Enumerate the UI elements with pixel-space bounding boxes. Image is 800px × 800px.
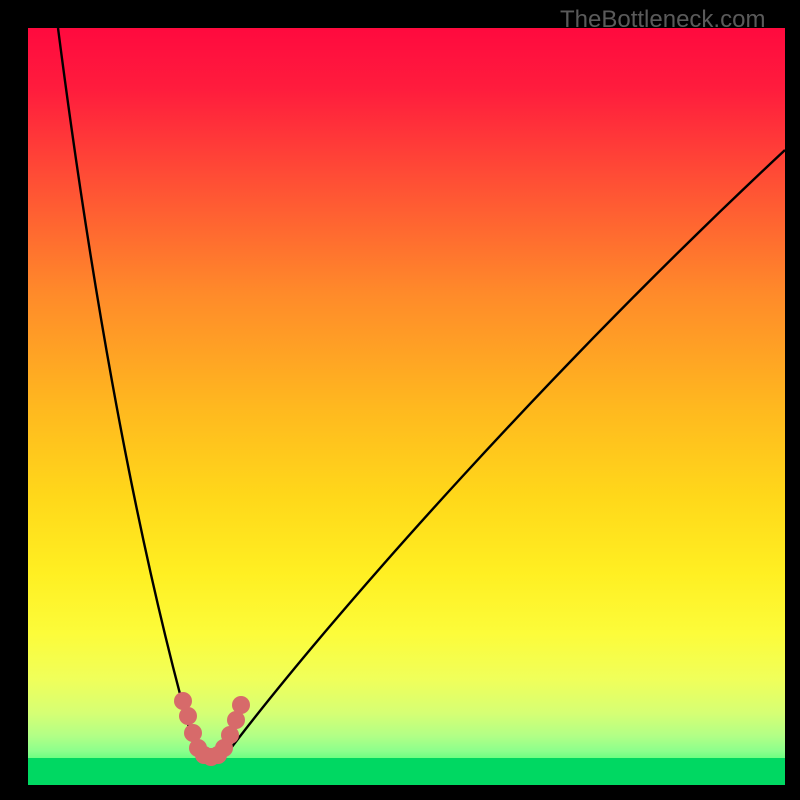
curve-layer xyxy=(0,0,800,800)
curve-right-branch xyxy=(225,150,785,756)
plot-area xyxy=(28,28,785,785)
watermark-text: TheBottleneck.com xyxy=(560,6,765,34)
curve-left-branch xyxy=(58,28,197,756)
valley-marker xyxy=(174,692,250,766)
